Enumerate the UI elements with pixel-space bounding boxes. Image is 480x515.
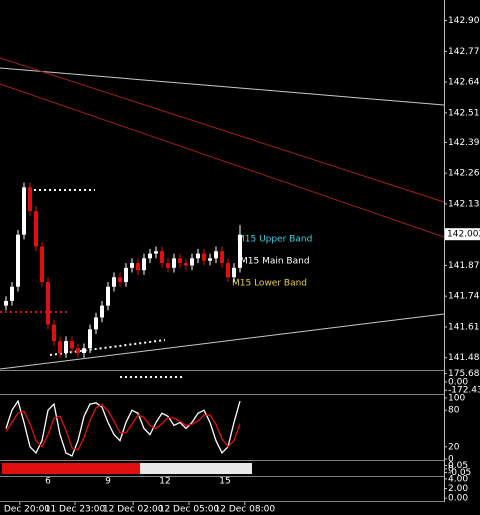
x-tick-label: 12 Dec 08:00 [215,505,276,515]
candle-body [4,300,8,306]
candle-body [232,267,236,278]
candle-body [46,281,50,325]
y-tick-label: 2.00 [448,484,468,494]
x-tick-label: 15 [219,477,230,487]
candle-body [166,263,170,268]
y-tick-label: 141.870 [448,261,480,271]
trend-line [0,57,445,203]
x-tick-label: 9 [105,477,111,487]
candle-body [136,263,140,271]
candle-body [88,329,92,349]
candle-body [106,286,110,306]
annotation: M15 Lower Band [232,279,307,289]
candle-body [190,258,194,266]
candle-body [34,211,38,247]
candle-body [22,187,26,235]
trend-line [0,313,445,370]
candle-body [154,251,158,254]
candle-body [118,277,122,282]
y-tick-label: 141.740 [448,292,480,302]
x-tick-label: 12 Dec 20:00 [0,505,50,515]
y-tick-label: 141.610 [448,322,480,332]
candle-body [94,317,98,330]
price-tag-bg [445,228,480,241]
y-tick-label: 175.6859 [448,369,480,379]
candle-body [178,258,182,264]
y-tick-label: 142.645 [448,78,480,88]
candle-body [52,324,56,342]
candle-body [28,187,32,212]
candle-body [40,246,44,282]
candle-body [124,267,128,282]
x-tick-label: 12 Dec 05:00 [159,505,220,515]
candle-body [172,258,176,268]
y-tick-label: 0.00 [448,378,468,388]
y-tick-label: 142.130 [448,199,480,209]
y-tick-label: 0.05 [448,461,468,471]
annotation: M15 Main Band [240,257,310,267]
candle-body [148,253,152,259]
current-price-label: 142.002 [447,230,480,240]
x-tick-label: 12 [159,477,170,487]
candle-body [160,251,164,264]
candle-body [82,348,86,353]
x-tick-label: 6 [45,477,51,487]
annotation: M15 Upper Band [237,235,312,245]
candle-body [208,258,212,261]
stop-dots [49,339,166,356]
y-tick-label: 80 [448,406,460,416]
candle-body [220,251,224,264]
y-tick-label: 0.00 [448,494,468,504]
x-tick-label: 11 Dec 23:00 [45,505,106,515]
y-tick-label: 0 [448,455,454,465]
series-line [5,399,241,457]
candle-body [238,234,242,268]
candle-body [214,251,218,259]
y-tick-label: 0 [448,465,454,475]
candle-body [64,341,68,353]
candle-body [10,286,14,301]
candle-body [196,253,200,259]
y-tick-label: 142.905 [448,16,480,26]
y-tick-label: 142.260 [448,169,480,179]
y-tick-label: 141.480 [448,353,480,363]
candle-body [226,263,230,278]
strip-bullish [140,463,252,474]
y-tick-label: 100 [448,394,465,404]
candle-body [202,253,206,261]
y-tick-label: 20 [448,442,460,452]
candle-body [142,258,146,271]
candle-body [130,263,134,268]
series-line [5,403,241,451]
trend-line [0,83,445,238]
y-tick-label: -0.05 [448,468,471,478]
strip-bearish [2,463,140,474]
y-tick-label: 142.390 [448,138,480,148]
candle-body [76,348,80,353]
y-tick-label: 142.515 [448,108,480,118]
candle-body [70,341,74,349]
candle-body [100,305,104,318]
y-tick-label: 4.00 [448,474,468,484]
y-tick-label: -172.4365 [448,386,480,396]
y-tick-label: 142.775 [448,47,480,57]
candle-body [58,341,62,353]
x-tick-label: 12 Dec 02:00 [103,505,164,515]
candle-body [16,234,20,287]
trend-line [0,67,445,106]
candle-body [184,263,188,266]
candle-body [112,277,116,287]
